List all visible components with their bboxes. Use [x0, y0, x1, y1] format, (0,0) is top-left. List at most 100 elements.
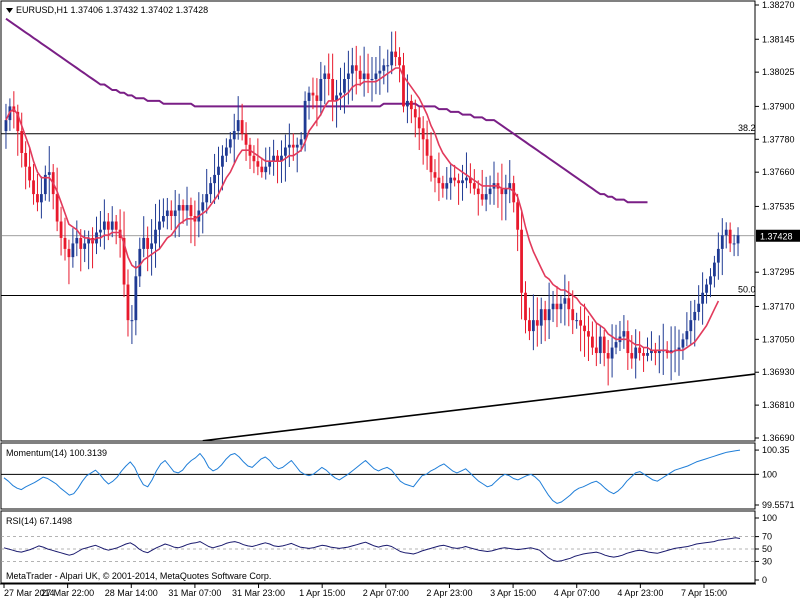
candle	[154, 203, 157, 268]
candle-body	[291, 144, 295, 148]
candle	[83, 230, 87, 263]
candle	[75, 220, 79, 257]
candle-body	[472, 183, 476, 189]
time-axis-label: 7 Apr 15:00	[681, 588, 727, 598]
candle-body	[260, 166, 264, 173]
candle-body	[146, 237, 150, 249]
candle	[236, 96, 240, 140]
candle-body	[63, 237, 67, 249]
candle-body	[488, 188, 492, 195]
candle-body	[480, 194, 484, 200]
candle-body	[563, 298, 567, 304]
candle-body	[713, 262, 716, 277]
candle-body	[217, 166, 220, 175]
candle-body	[173, 210, 177, 217]
candle	[311, 77, 315, 110]
candle-body	[665, 350, 669, 354]
candle	[449, 163, 453, 200]
candle-body	[697, 303, 701, 312]
candle-body	[449, 177, 453, 184]
candle	[374, 57, 378, 95]
candle	[610, 324, 614, 378]
candle-body	[465, 177, 468, 181]
candle-body	[138, 248, 142, 277]
candle	[681, 333, 685, 360]
candle	[689, 300, 693, 345]
candle	[598, 325, 602, 364]
momentum-axis-label: 100.35	[762, 445, 790, 455]
candle-body	[134, 276, 138, 321]
candle	[205, 168, 209, 214]
candle	[362, 46, 366, 97]
candle-body	[224, 147, 228, 156]
dropdown-triangle-icon[interactable]	[6, 8, 13, 13]
candle-body	[20, 131, 24, 153]
candle	[36, 173, 39, 212]
price-axis-label: 1.37900	[762, 101, 795, 111]
candle-body	[559, 303, 563, 310]
momentum-line	[3, 449, 741, 504]
candle-body	[362, 73, 366, 79]
candle-body	[535, 320, 539, 326]
candle-body	[36, 194, 39, 203]
current-price-label: 1.37428	[760, 231, 793, 241]
time-axis-label: 27 Mar 2014	[4, 588, 55, 598]
candle	[461, 164, 464, 201]
candle	[693, 299, 697, 347]
candle	[327, 53, 331, 96]
time-axis-label: 3 Apr 15:00	[490, 588, 536, 598]
candle-body	[437, 177, 441, 184]
candle	[47, 146, 51, 202]
candle-body	[378, 70, 382, 74]
ma-slow-line	[5, 17, 648, 204]
candle	[134, 260, 138, 336]
candle	[488, 175, 492, 205]
candle	[358, 55, 362, 87]
candle	[287, 123, 291, 168]
time-axis-label: 4 Apr 23:00	[617, 588, 663, 598]
candle	[378, 45, 382, 95]
candle-body	[441, 183, 445, 189]
candle	[437, 152, 441, 202]
candle-body	[24, 152, 28, 167]
time-axis-label: 2 Apr 07:00	[363, 588, 409, 598]
candle-body	[736, 235, 740, 244]
candle	[28, 146, 31, 188]
candle	[319, 61, 323, 116]
candle	[150, 219, 153, 276]
candle-body	[705, 284, 708, 293]
price-axis-label: 1.37170	[762, 301, 795, 311]
candle-body	[689, 320, 693, 332]
candle	[343, 62, 346, 114]
candle-body	[508, 183, 512, 189]
candle	[587, 315, 590, 362]
candle-body	[551, 303, 555, 310]
price-axis-label: 1.37295	[762, 267, 795, 277]
candle-body	[626, 331, 630, 354]
candle-body	[622, 331, 626, 337]
candle-body	[284, 147, 287, 156]
candle	[350, 47, 354, 101]
candle	[146, 226, 150, 272]
candle	[323, 65, 327, 105]
candle	[256, 138, 260, 176]
time-axis-label: 31 Mar 23:00	[232, 588, 285, 598]
candle-body	[520, 229, 523, 293]
candle	[67, 239, 71, 285]
candle	[232, 113, 236, 163]
candle-body	[71, 243, 75, 258]
candle	[102, 199, 106, 250]
candle-body	[370, 78, 374, 80]
candle	[122, 211, 126, 298]
candle-body	[256, 161, 260, 167]
candle-body	[579, 320, 582, 326]
candle-body	[264, 166, 268, 173]
price-axis-label: 1.38145	[762, 34, 795, 44]
candle-body	[87, 237, 91, 244]
candle	[622, 315, 626, 349]
candle-body	[106, 221, 110, 230]
copyright-text: MetaTrader - Alpari UK, © 2001-2014, Met…	[6, 571, 271, 581]
rsi-line	[3, 537, 741, 562]
candle	[228, 132, 232, 154]
candle-body	[543, 309, 547, 321]
